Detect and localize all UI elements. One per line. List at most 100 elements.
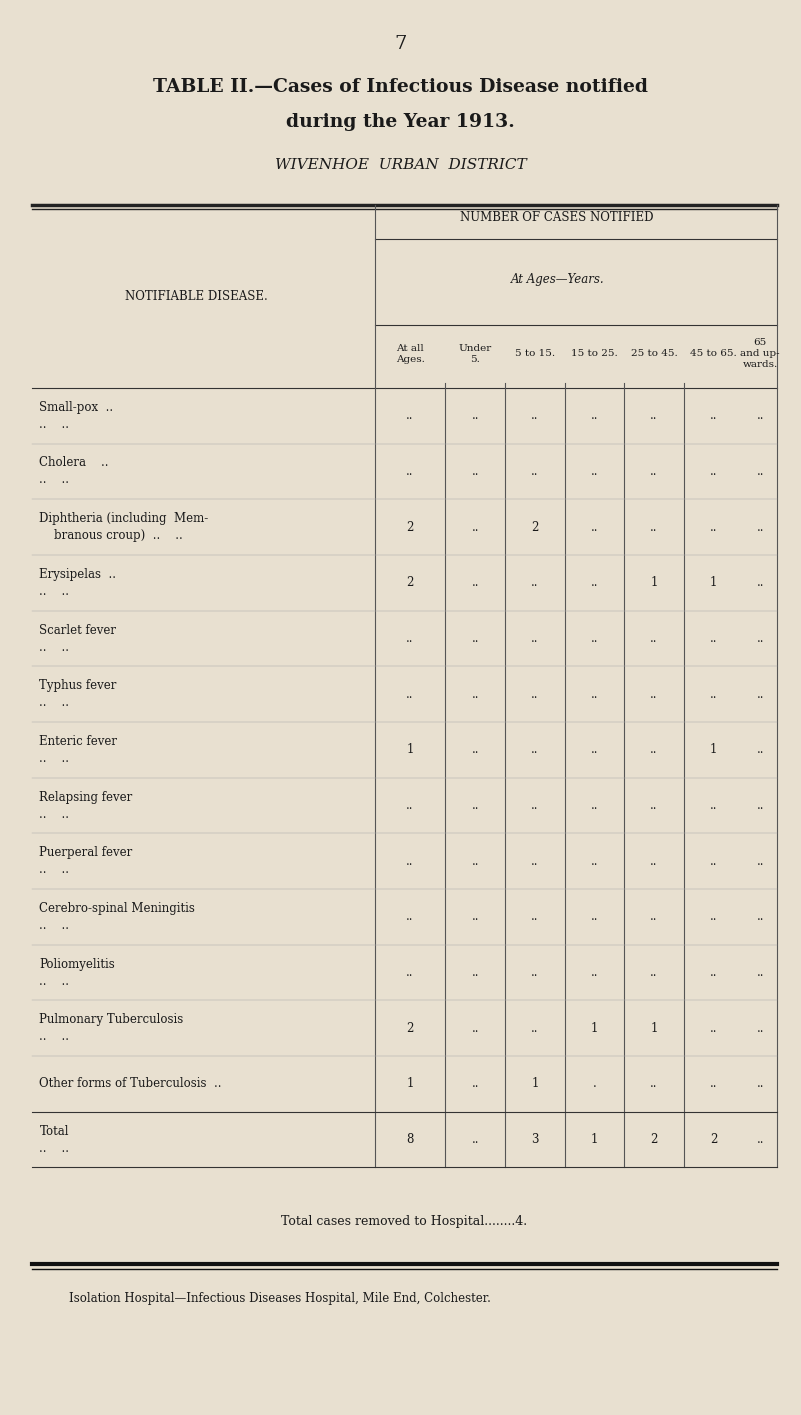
Text: ..: .. — [590, 633, 598, 645]
Text: ..: .. — [710, 466, 718, 478]
Text: 1: 1 — [531, 1077, 538, 1091]
Text: ..: .. — [650, 743, 658, 757]
Text: ..: .. — [756, 409, 764, 422]
Text: ..: .. — [590, 910, 598, 924]
Text: 2: 2 — [406, 521, 414, 533]
Text: ..: .. — [472, 1133, 479, 1146]
Text: ..: .. — [650, 1077, 658, 1091]
Text: ..: .. — [472, 1077, 479, 1091]
Text: ..: .. — [472, 576, 479, 589]
Text: ..: .. — [531, 633, 538, 645]
Text: ..: .. — [472, 633, 479, 645]
Text: ..: .. — [756, 633, 764, 645]
Text: Diphtheria (including  Mem-
    branous croup)  ..    ..: Diphtheria (including Mem- branous croup… — [39, 512, 209, 542]
Text: ..: .. — [710, 910, 718, 924]
Text: Erysipelas  ..
..    ..: Erysipelas .. .. .. — [39, 567, 116, 599]
Text: 1: 1 — [650, 576, 658, 589]
Text: ..: .. — [406, 799, 414, 812]
Text: Puerperal fever
..    ..: Puerperal fever .. .. — [39, 846, 133, 876]
Text: ..: .. — [472, 688, 479, 700]
Text: ..: .. — [472, 799, 479, 812]
Text: ..: .. — [756, 688, 764, 700]
Text: ..: .. — [472, 1022, 479, 1034]
Text: ..: .. — [472, 743, 479, 757]
Text: ..: .. — [650, 688, 658, 700]
Text: Pulmonary Tuberculosis
..    ..: Pulmonary Tuberculosis .. .. — [39, 1013, 183, 1043]
Text: ..: .. — [531, 409, 538, 422]
Text: Cholera    ..
..    ..: Cholera .. .. .. — [39, 457, 109, 487]
Text: 1: 1 — [710, 576, 718, 589]
Text: Isolation Hospital—Infectious Diseases Hospital, Mile End, Colchester.: Isolation Hospital—Infectious Diseases H… — [69, 1292, 491, 1305]
Text: ..: .. — [472, 409, 479, 422]
Text: ..: .. — [650, 633, 658, 645]
Text: Total cases removed to Hospital........4.: Total cases removed to Hospital........4… — [281, 1215, 528, 1228]
Text: ..: .. — [406, 633, 414, 645]
Text: ..: .. — [590, 409, 598, 422]
Text: ..: .. — [590, 466, 598, 478]
Text: ..: .. — [756, 743, 764, 757]
Text: Cerebro-spinal Meningitis
..    ..: Cerebro-spinal Meningitis .. .. — [39, 901, 195, 932]
Text: 1: 1 — [406, 743, 414, 757]
Text: 2: 2 — [710, 1133, 718, 1146]
Text: 65
and up-
wards.: 65 and up- wards. — [740, 338, 780, 369]
Text: ..: .. — [710, 1022, 718, 1034]
Text: ..: .. — [531, 743, 538, 757]
Text: .: . — [593, 1077, 596, 1091]
Text: 7: 7 — [394, 35, 407, 54]
Text: ..: .. — [756, 1022, 764, 1034]
Text: ..: .. — [472, 966, 479, 979]
Text: ..: .. — [756, 855, 764, 867]
Text: ..: .. — [531, 855, 538, 867]
Text: Small-pox  ..
..    ..: Small-pox .. .. .. — [39, 400, 114, 430]
Text: 2: 2 — [406, 576, 414, 589]
Text: ..: .. — [710, 409, 718, 422]
Text: 1: 1 — [591, 1022, 598, 1034]
Text: ..: .. — [531, 799, 538, 812]
Text: 1: 1 — [650, 1022, 658, 1034]
Text: Scarlet fever
..    ..: Scarlet fever .. .. — [39, 624, 116, 654]
Text: 45 to 65.: 45 to 65. — [690, 350, 737, 358]
Text: NUMBER OF CASES NOTIFIED: NUMBER OF CASES NOTIFIED — [461, 211, 654, 224]
Text: ..: .. — [531, 576, 538, 589]
Text: ..: .. — [590, 966, 598, 979]
Text: ..: .. — [710, 633, 718, 645]
Text: ..: .. — [756, 576, 764, 589]
Text: ..: .. — [710, 966, 718, 979]
Text: 1: 1 — [591, 1133, 598, 1146]
Text: ..: .. — [472, 855, 479, 867]
Text: WIVENHOE  URBAN  DISTRICT: WIVENHOE URBAN DISTRICT — [275, 158, 526, 173]
Text: ..: .. — [590, 688, 598, 700]
Text: ..: .. — [650, 466, 658, 478]
Text: ..: .. — [650, 855, 658, 867]
Text: Enteric fever
..    ..: Enteric fever .. .. — [39, 734, 118, 766]
Text: ..: .. — [472, 521, 479, 533]
Text: ..: .. — [406, 466, 414, 478]
Text: Under
5.: Under 5. — [459, 344, 492, 364]
Text: ..: .. — [531, 688, 538, 700]
Text: ..: .. — [531, 1022, 538, 1034]
Text: ..: .. — [406, 409, 414, 422]
Text: 2: 2 — [650, 1133, 658, 1146]
Text: ..: .. — [756, 521, 764, 533]
Text: Poliomyelitis
..    ..: Poliomyelitis .. .. — [39, 958, 115, 988]
Text: ..: .. — [650, 910, 658, 924]
Text: 3: 3 — [531, 1133, 538, 1146]
Text: ..: .. — [710, 799, 718, 812]
Text: ..: .. — [590, 576, 598, 589]
Text: during the Year 1913.: during the Year 1913. — [286, 113, 515, 132]
Text: Total
..    ..: Total .. .. — [39, 1125, 70, 1155]
Text: ..: .. — [756, 466, 764, 478]
Text: 2: 2 — [406, 1022, 414, 1034]
Text: ..: .. — [710, 688, 718, 700]
Text: ..: .. — [472, 466, 479, 478]
Text: ..: .. — [406, 688, 414, 700]
Text: ..: .. — [590, 743, 598, 757]
Text: ..: .. — [531, 966, 538, 979]
Text: ..: .. — [650, 799, 658, 812]
Text: 5 to 15.: 5 to 15. — [515, 350, 555, 358]
Text: ..: .. — [472, 910, 479, 924]
Text: ..: .. — [406, 855, 414, 867]
Text: ..: .. — [650, 521, 658, 533]
Text: ..: .. — [531, 466, 538, 478]
Text: NOTIFIABLE DISEASE.: NOTIFIABLE DISEASE. — [124, 290, 268, 303]
